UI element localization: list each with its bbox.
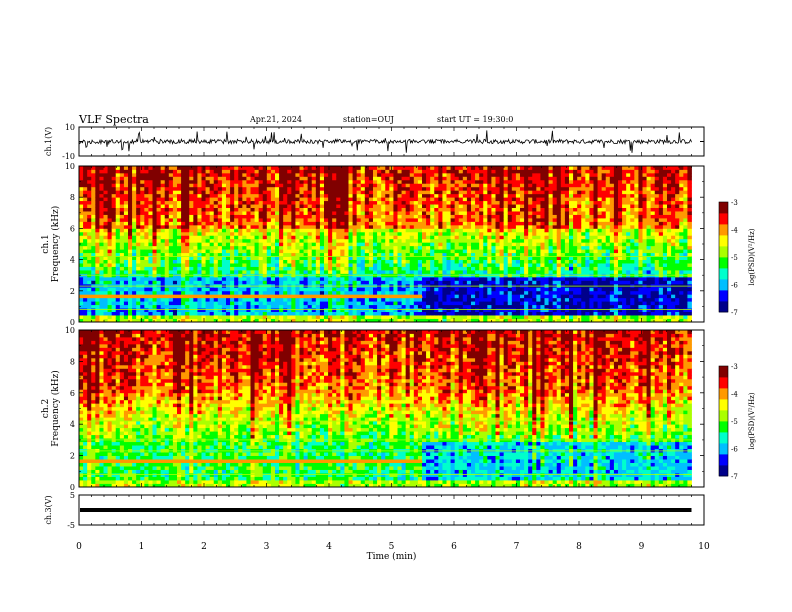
ch1-ylabel: ch.1(V) — [44, 127, 53, 156]
spectrogram-ch2-ylabel: ch.2Frequency (kHz) — [41, 370, 61, 447]
ch3-ytick-label: -5 — [67, 521, 75, 530]
x-tick-label: 8 — [576, 542, 582, 552]
x-tick-label: 5 — [389, 542, 395, 552]
colorbar-ch1 — [719, 202, 728, 313]
spectrogram-ch1-ytick-label: 4 — [70, 256, 75, 265]
station-label: station=OUJ — [343, 115, 394, 124]
colorbar-ch1-label: log(PSD)(V²/Hz) — [748, 228, 756, 285]
spectrogram-ch1-ytick-label: 6 — [70, 224, 75, 233]
spectrogram-ch2-ytick-label: 4 — [70, 420, 75, 429]
spectrogram-ch1-ytick-label: 8 — [70, 193, 75, 202]
colorbar-ch1-tick-label: -4 — [731, 227, 738, 235]
colorbar-ch1-frame — [718, 201, 729, 313]
spectrogram-ch1-ylabel: ch.1Frequency (kHz) — [41, 206, 61, 283]
spectrogram-ch1-ytick-label: 10 — [65, 162, 75, 171]
ch1-ytick-label: -10 — [62, 152, 75, 161]
x-tick-label: 0 — [76, 542, 82, 552]
colorbar-ch1-tick-label: -7 — [731, 309, 738, 317]
colorbar-ch2-tick-label: -4 — [731, 391, 738, 399]
colorbar-ch2 — [719, 366, 728, 477]
ch3-ytick-label: 5 — [70, 491, 75, 500]
spectrogram-ch1-ytick-label: 2 — [70, 287, 75, 296]
ch3-ylabel: ch.3(V) — [44, 495, 53, 524]
colorbar-ch2-label: log(PSD)(V²/Hz) — [748, 392, 756, 449]
spectrogram-ch2-ytick-label: 10 — [65, 326, 75, 335]
start-time-label: start UT = 19:30:0 — [437, 115, 514, 124]
colorbar-ch1-tick-label: -6 — [731, 282, 738, 290]
colorbar-ch2-tick-label: -5 — [731, 418, 738, 426]
x-tick-label: 2 — [201, 542, 207, 552]
date-label: Apr.21, 2024 — [250, 115, 303, 124]
spectrogram-ch2-cells — [79, 330, 692, 488]
colorbar-ch2-tick-label: -3 — [731, 363, 738, 371]
x-tick-label: 4 — [326, 542, 332, 552]
x-tick-label: 7 — [514, 542, 520, 552]
x-axis-label: Time (min) — [367, 551, 417, 562]
spectrogram-ch2-ytick-label: 8 — [70, 357, 75, 366]
spectrogram-ch2-ytick-label: 2 — [70, 452, 75, 461]
x-tick-label: 1 — [139, 542, 145, 552]
colorbar-ch2-tick-label: -6 — [731, 446, 738, 454]
colorbar-ch2-tick-label: -7 — [731, 473, 738, 481]
colorbar-ch1-tick-label: -5 — [731, 254, 738, 262]
spectrogram-ch2-ytick-label: 6 — [70, 389, 75, 398]
spectrogram-ch2-ytick-label: 0 — [70, 483, 75, 492]
figure-title: VLF Spectra — [79, 113, 149, 126]
colorbar-ch1-tick-label: -3 — [731, 199, 738, 207]
colorbar-ch2-frame — [718, 365, 729, 477]
ch1-ytick-label: 10 — [65, 123, 75, 132]
x-tick-label: 6 — [451, 542, 457, 552]
waveform-ch1-trace — [78, 130, 692, 153]
x-tick-label: 3 — [264, 542, 270, 552]
spectrogram-ch1-ytick-label: 0 — [70, 318, 75, 327]
x-tick-label: 9 — [639, 542, 645, 552]
x-tick-label: 10 — [698, 542, 710, 552]
spectrogram-ch1-cells — [79, 166, 692, 323]
